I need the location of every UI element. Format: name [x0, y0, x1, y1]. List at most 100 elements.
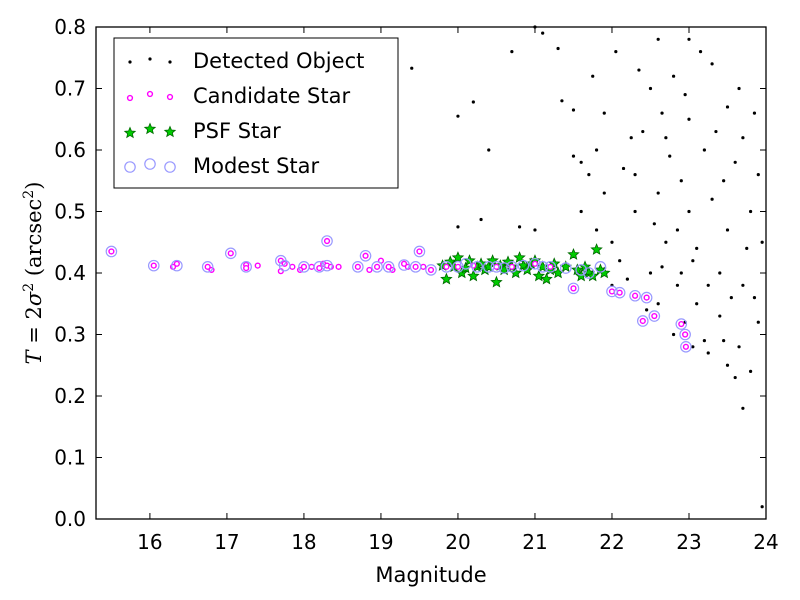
data-point [413, 245, 426, 258]
data-point [412, 263, 419, 270]
legend-label-detected: Detected Object [193, 49, 364, 73]
data-point [760, 240, 764, 244]
data-point [529, 257, 541, 270]
y-label-eq: = 2 [22, 306, 46, 350]
data-point [254, 262, 261, 269]
data-point [571, 154, 576, 158]
data-point [323, 237, 331, 245]
legend-label-psf: PSF Star [193, 119, 281, 143]
legend-item-psf: PSF Star [123, 119, 281, 143]
legend-marker [128, 60, 132, 64]
data-point [664, 136, 668, 140]
data-point [354, 263, 361, 270]
data-point [224, 247, 237, 260]
data-point [240, 261, 252, 273]
data-point [298, 261, 310, 273]
data-point [695, 302, 699, 306]
data-point [660, 111, 664, 115]
data-point [517, 225, 522, 229]
data-point [675, 318, 688, 330]
data-point [679, 271, 683, 275]
data-point [598, 266, 611, 279]
data-point [579, 160, 583, 164]
data-point [722, 179, 726, 183]
data-point [227, 250, 234, 257]
data-point [455, 266, 469, 279]
y-label-unit: (arcsec [22, 199, 46, 283]
data-point [687, 37, 691, 41]
y-tick-label: 0.1 [54, 446, 86, 470]
legend-symbol-modest [124, 158, 176, 173]
data-point [382, 261, 395, 273]
legend-symbol-psf [123, 122, 177, 139]
data-point [698, 50, 703, 54]
data-point [479, 217, 483, 222]
data-point [691, 345, 695, 349]
data-point [702, 148, 706, 152]
data-point [490, 275, 503, 288]
data-point [733, 375, 737, 380]
data-point [682, 343, 690, 350]
data-point [741, 283, 745, 287]
y-tick-label: 0.2 [54, 384, 86, 408]
data-point [201, 261, 214, 273]
data-point [668, 154, 672, 158]
legend-marker [146, 90, 154, 98]
data-point [352, 261, 364, 273]
y-tick-label: 0.4 [54, 261, 86, 285]
data-point [695, 246, 699, 250]
x-tick-label: 16 [137, 530, 162, 554]
legend-marker [168, 60, 172, 64]
data-point [718, 314, 722, 318]
y-tick-label: 0.7 [54, 77, 86, 101]
data-point [440, 272, 453, 285]
data-point [567, 282, 580, 295]
data-point [631, 292, 639, 299]
data-point [451, 251, 465, 263]
y-label-close: ) [22, 182, 46, 190]
y-label-sup1: 2 [21, 283, 37, 292]
data-point [300, 263, 308, 270]
data-point [633, 209, 637, 214]
data-point [579, 209, 583, 214]
x-axis-label: Magnitude [375, 563, 486, 587]
data-point [680, 340, 692, 353]
data-point [313, 261, 326, 273]
data-point [471, 100, 475, 104]
data-point [606, 285, 618, 298]
data-point [639, 317, 646, 325]
data-point [452, 261, 464, 273]
data-point [621, 166, 626, 171]
data-point [760, 505, 764, 509]
legend-marker [124, 161, 136, 173]
data-point [745, 246, 749, 250]
x-tick-label: 21 [522, 530, 547, 554]
x-tick-label: 19 [368, 530, 393, 554]
data-point [173, 260, 180, 267]
data-point [725, 228, 730, 232]
data-point [594, 148, 599, 152]
series-candidate-star [108, 237, 690, 350]
x-tick-label: 23 [676, 530, 701, 554]
data-point [427, 266, 435, 274]
legend-box [113, 37, 399, 189]
axis-ticks: 16 17 18 19 20 21 22 23 24 0.0 0.1 0.2 0.3 0.4 0.5 0.6 0… [54, 15, 779, 554]
legend-marker [163, 125, 177, 138]
data-point [171, 259, 183, 272]
data-point [373, 263, 381, 270]
legend-item-modest: Modest Star [124, 154, 319, 178]
data-point [614, 50, 618, 54]
data-point [756, 173, 760, 177]
data-point [278, 259, 291, 272]
data-point [737, 345, 741, 349]
data-point [547, 263, 554, 270]
data-point [664, 240, 668, 244]
series-modest-star [105, 235, 692, 353]
data-point [513, 251, 526, 263]
data-point [498, 262, 510, 274]
data-point [641, 129, 645, 134]
series-detected-object [325, 25, 764, 509]
data-point [409, 261, 422, 273]
data-point [691, 259, 695, 263]
